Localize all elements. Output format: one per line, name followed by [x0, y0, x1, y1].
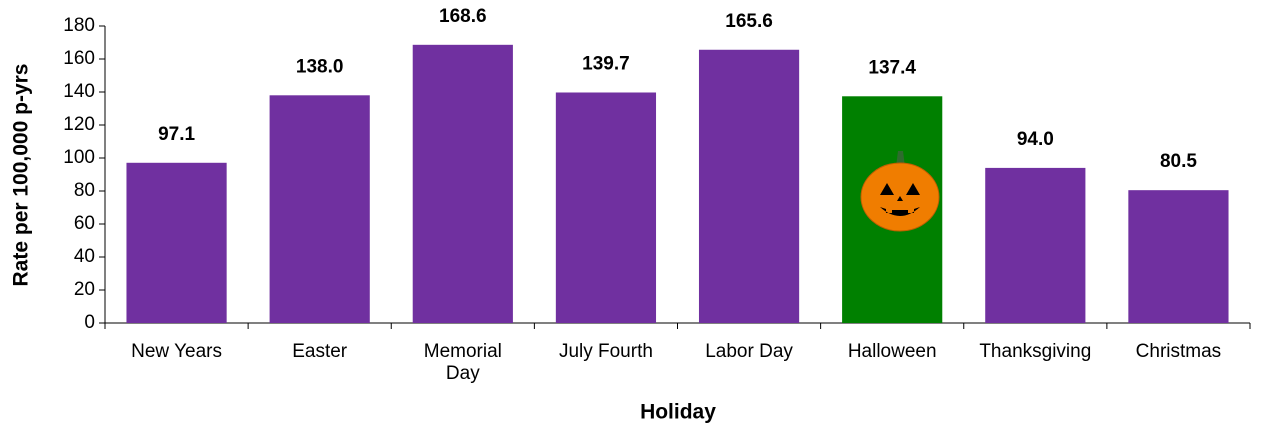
pumpkin-nose [897, 196, 903, 201]
y-tick-label: 0 [84, 312, 95, 333]
x-tick-label: Easter [292, 341, 348, 362]
pumpkin-mouth [880, 207, 920, 216]
y-tick-label: 80 [74, 180, 95, 201]
y-tick-label: 60 [74, 213, 95, 234]
value-label: 168.6 [439, 6, 487, 27]
x-tick-label: Labor Day [705, 341, 793, 362]
bar [555, 92, 657, 324]
value-label: 80.5 [1160, 151, 1197, 172]
value-label: 94.0 [1017, 129, 1054, 150]
bar [698, 49, 800, 323]
y-tick-label: 180 [63, 15, 95, 36]
pumpkin-eye [906, 183, 920, 195]
value-label: 139.7 [582, 54, 630, 75]
bar [985, 167, 1086, 323]
y-tick-label: 120 [63, 114, 95, 135]
y-tick-label: 160 [63, 48, 95, 69]
x-tick-label: Thanksgiving [979, 341, 1092, 362]
x-axis-title: Holiday [640, 401, 716, 424]
value-label: 165.6 [725, 11, 773, 32]
y-tick-label: 100 [63, 147, 95, 168]
value-label: 97.1 [158, 124, 195, 145]
y-tick-label: 20 [74, 279, 95, 300]
bar [1128, 190, 1229, 323]
bar [126, 162, 227, 323]
y-axis-title: Rate per 100,000 p-yrs [10, 64, 33, 287]
pumpkin [860, 151, 940, 232]
y-tick-label: 40 [74, 246, 95, 267]
y-tick-label: 140 [63, 81, 95, 102]
x-tick-label: Memorial Day [423, 341, 502, 384]
x-tick-label: July Fourth [558, 341, 653, 362]
value-label: 137.4 [868, 57, 916, 78]
x-tick-label: Halloween [847, 341, 937, 362]
x-tick-label: New Years [131, 341, 222, 362]
bars [126, 44, 1229, 324]
pumpkin-eye [880, 183, 894, 195]
bar [269, 95, 370, 323]
x-tick-label: Christmas [1135, 341, 1222, 362]
value-label: 138.0 [296, 56, 344, 77]
bar [412, 44, 513, 324]
